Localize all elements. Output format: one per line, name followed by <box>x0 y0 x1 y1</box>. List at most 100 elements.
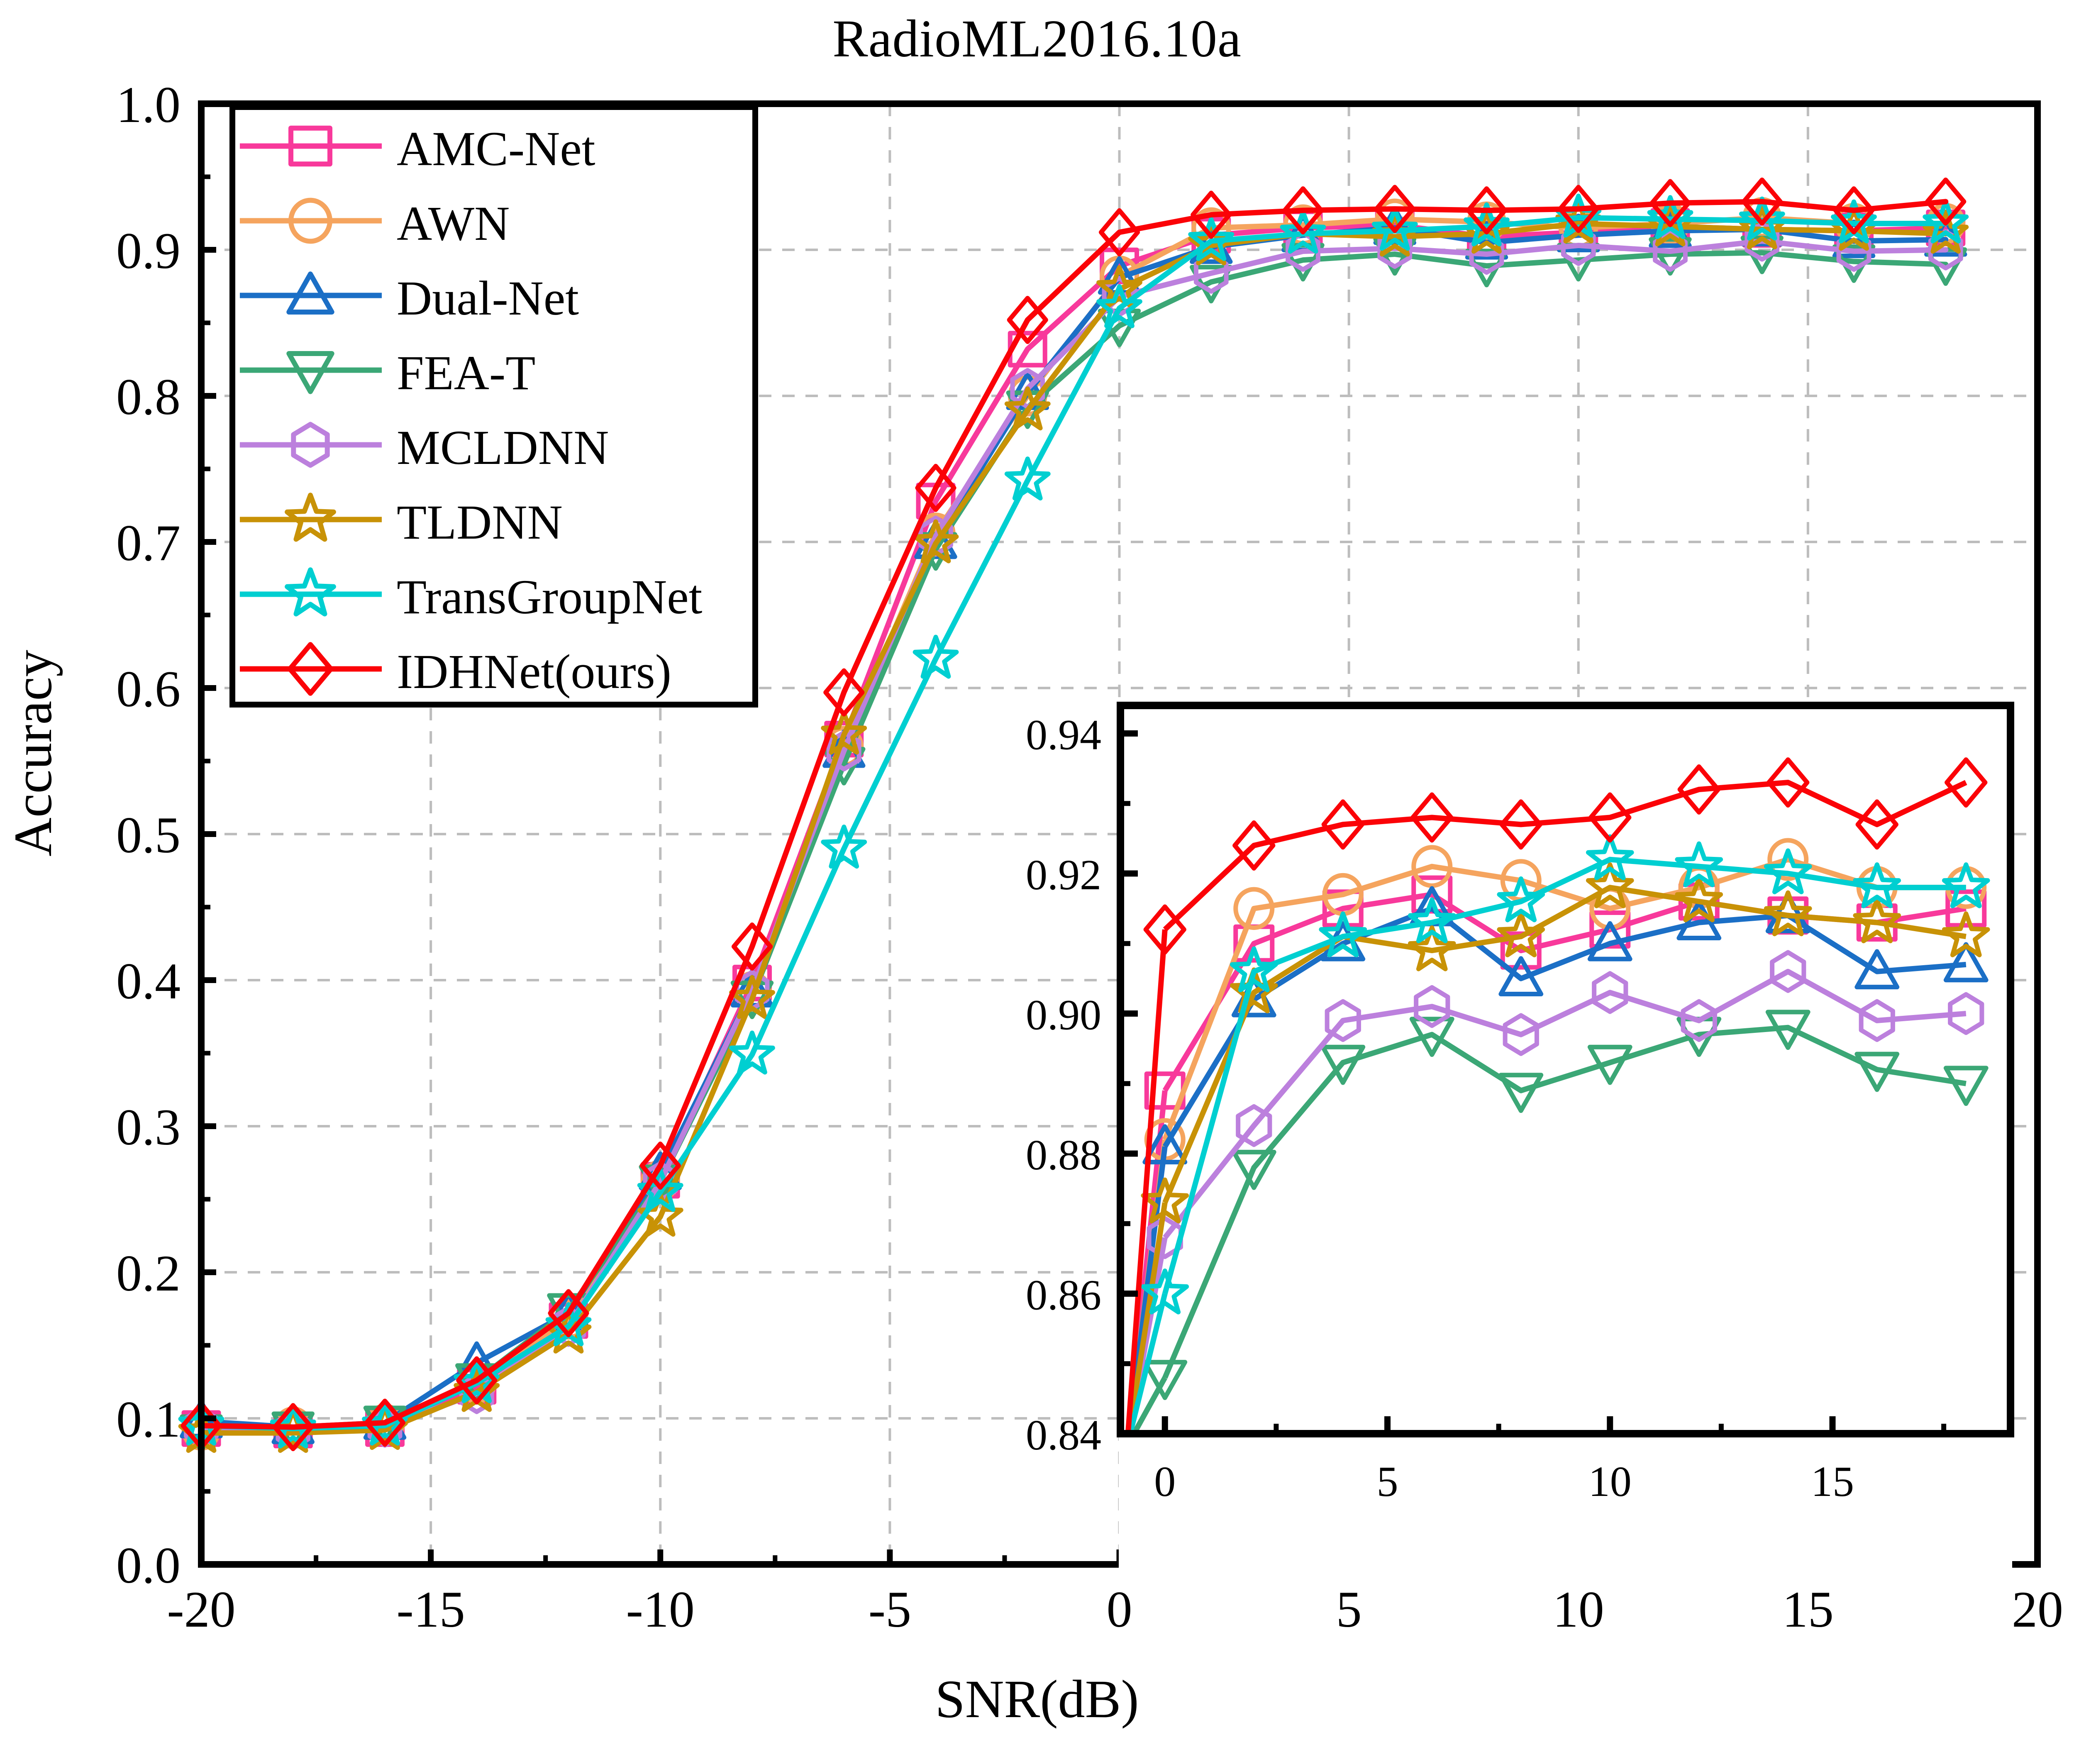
data-point-marker <box>1004 386 1051 431</box>
data-point-marker <box>1741 177 1783 226</box>
data-point-marker <box>1191 190 1232 239</box>
data-point-marker <box>1371 207 1418 251</box>
series-idhnet-ours- <box>181 177 1967 1452</box>
data-point-marker <box>821 825 867 869</box>
data-point-marker <box>1141 1177 1189 1224</box>
data-point-marker <box>1469 234 1504 275</box>
data-point-marker <box>1945 889 1987 928</box>
inset-x-tick-label: 15 <box>1811 1458 1854 1505</box>
data-point-marker <box>1859 999 1895 1042</box>
data-point-marker <box>1767 757 1810 808</box>
y-tick-label: 0.9 <box>116 222 181 279</box>
inset-y-tick-label: 0.84 <box>1026 1411 1101 1459</box>
data-point-marker <box>1675 876 1723 922</box>
data-point-marker <box>1675 841 1723 888</box>
inset-mask <box>1119 1437 2012 1578</box>
data-point-marker <box>1408 925 1456 971</box>
data-point-marker <box>1286 230 1320 272</box>
legend-item-dual-net[interactable]: Dual-Net <box>240 271 579 325</box>
data-point-marker <box>1007 295 1048 344</box>
data-point-marker <box>1945 757 1988 808</box>
data-point-marker <box>1653 230 1688 272</box>
legend-item-idhnet-ours-[interactable]: IDHNet(ours) <box>240 642 671 699</box>
data-point-marker <box>823 668 865 717</box>
data-point-marker <box>1833 186 1875 234</box>
y-tick-label: 1.0 <box>116 76 181 133</box>
legend-item-mcldnn[interactable]: MCLDNN <box>240 420 609 475</box>
data-point-marker <box>1943 942 1989 983</box>
legend-item-transgroupnet[interactable]: TransGroupNet <box>240 567 703 624</box>
inset-y-tick-label: 0.86 <box>1026 1271 1101 1319</box>
legend-item-tldnn[interactable]: TLDNN <box>240 493 563 549</box>
data-point-marker <box>286 271 334 315</box>
data-point-marker <box>291 422 330 468</box>
data-point-marker <box>1587 1044 1632 1085</box>
y-tick-label: 0.7 <box>116 515 181 571</box>
y-tick-label: 0.4 <box>116 953 181 1010</box>
data-point-marker <box>1193 252 1229 294</box>
legend-label: Dual-Net <box>397 271 579 325</box>
inset-y-tick-label: 0.94 <box>1026 711 1101 759</box>
x-tick-label: 0 <box>1107 1581 1132 1638</box>
data-point-marker <box>1377 227 1413 269</box>
legend-label: FEA-T <box>397 346 535 400</box>
data-point-marker <box>1142 1124 1188 1165</box>
data-point-marker <box>1280 210 1326 254</box>
data-point-marker <box>1592 971 1628 1014</box>
x-tick-label: -5 <box>869 1581 911 1638</box>
data-point-marker <box>1499 799 1542 850</box>
data-point-marker <box>1098 208 1140 256</box>
data-point-marker <box>914 520 957 559</box>
data-point-marker <box>1004 456 1051 501</box>
data-point-marker <box>1649 179 1691 227</box>
inset-series-line <box>1162 856 1966 1141</box>
inset-series-line <box>1162 885 1967 1204</box>
inset-plot <box>1120 705 2011 1448</box>
data-point-marker <box>1096 284 1142 328</box>
series-line <box>198 225 1949 1430</box>
data-point-marker <box>1232 820 1276 871</box>
data-point-marker <box>1466 186 1508 234</box>
data-point-marker <box>1764 848 1812 894</box>
data-point-marker <box>639 1142 681 1190</box>
data-point-marker <box>1408 897 1456 944</box>
legend-box <box>229 104 758 708</box>
data-point-marker <box>1233 887 1275 930</box>
data-point-marker <box>1854 949 1900 990</box>
data-point-marker <box>1561 224 1596 266</box>
data-point-marker <box>915 464 956 512</box>
legend-item-fea-t[interactable]: FEA-T <box>240 346 535 400</box>
legend: AMC-Net AWN Dual-Net FEA-T MCLDNN TLDNN TransG… <box>229 104 758 708</box>
data-point-marker <box>731 922 773 971</box>
data-point-marker <box>1853 862 1901 908</box>
legend-item-amc-net[interactable]: AMC-Net <box>240 122 595 176</box>
x-tick-label: 20 <box>2012 1581 2063 1638</box>
inset-series-transgroupnet <box>1124 834 1990 1447</box>
inset-mask-bottom <box>1119 1437 2012 1578</box>
legend-item-awn[interactable]: AWN <box>240 196 510 251</box>
data-point-marker <box>288 198 332 244</box>
data-point-marker <box>1498 1073 1544 1113</box>
data-point-marker <box>1142 1360 1188 1400</box>
data-point-marker <box>1836 230 1871 272</box>
data-point-marker <box>1410 792 1454 843</box>
data-point-marker <box>729 975 775 1019</box>
data-point-marker <box>1943 1066 1989 1106</box>
data-point-marker <box>1414 985 1450 1028</box>
x-tick-label: -15 <box>396 1581 465 1638</box>
data-point-marker <box>285 567 336 617</box>
data-point-marker <box>1765 1010 1810 1050</box>
data-point-marker <box>1188 217 1235 261</box>
x-tick-label: 15 <box>1782 1581 1834 1638</box>
data-point-marker <box>1143 904 1186 955</box>
data-point-marker <box>1923 210 1969 254</box>
data-point-marker <box>1321 799 1364 850</box>
data-point-marker <box>1320 1044 1366 1085</box>
data-point-marker <box>1942 862 1990 908</box>
data-point-marker <box>913 519 959 564</box>
data-point-marker <box>1319 911 1367 957</box>
data-point-marker <box>1230 967 1278 1013</box>
data-point-marker <box>1374 185 1415 233</box>
data-point-marker <box>364 1398 406 1447</box>
